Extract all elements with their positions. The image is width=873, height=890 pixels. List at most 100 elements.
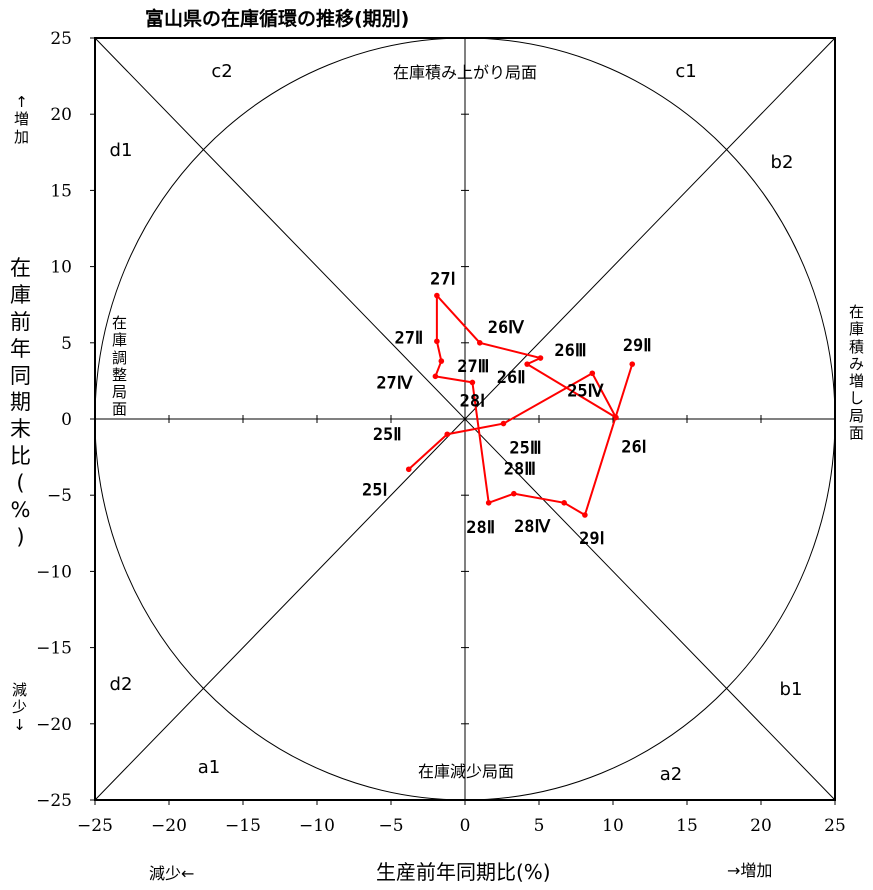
data-point-label: 27Ⅳ bbox=[376, 373, 413, 393]
y-increase-note: ↑ 増加 bbox=[14, 93, 30, 146]
phase-label-top: 在庫積み上がり局面 bbox=[393, 63, 537, 82]
vertical-char: 期 bbox=[10, 390, 31, 415]
series-line bbox=[408, 292, 634, 517]
data-point-label: 28Ⅱ bbox=[466, 518, 495, 538]
data-point bbox=[477, 340, 483, 346]
quadrant-label-b1: b1 bbox=[780, 679, 803, 700]
quadrant-label-b2: b2 bbox=[771, 152, 794, 173]
vertical-char: 前 bbox=[10, 309, 31, 334]
y-tick-label: −10 bbox=[36, 562, 72, 582]
y-tick-label: 0 bbox=[61, 410, 72, 430]
quadrant-label-c2: c2 bbox=[211, 61, 232, 82]
quadrant-label-d1: d1 bbox=[110, 140, 133, 161]
data-point bbox=[629, 361, 636, 367]
y-decrease-note: 減少 ↓ bbox=[12, 681, 28, 734]
x-tick-label: −5 bbox=[378, 816, 403, 836]
quadrant-label-a2: a2 bbox=[660, 764, 682, 785]
vertical-char: 減 bbox=[12, 681, 28, 699]
vertical-char: % bbox=[10, 497, 31, 522]
vertical-char: 在 bbox=[112, 314, 128, 332]
data-point bbox=[589, 370, 596, 377]
phase-label-right: 在庫積み増し局面 bbox=[849, 303, 865, 442]
vertical-char: 末 bbox=[10, 417, 31, 442]
vertical-char: 調 bbox=[112, 348, 128, 367]
vertical-char: 積 bbox=[849, 337, 865, 356]
data-point-label: 26Ⅱ bbox=[497, 368, 526, 388]
data-point bbox=[438, 358, 445, 364]
y-tick-label: −5 bbox=[47, 486, 72, 506]
x-decrease-note: 減少← bbox=[149, 864, 195, 883]
data-point bbox=[434, 338, 440, 345]
vertical-char: 庫 bbox=[849, 320, 865, 339]
vertical-char: 在 bbox=[10, 256, 31, 280]
vertical-char: 面 bbox=[112, 400, 128, 419]
data-point-label: 26Ⅰ bbox=[621, 437, 646, 457]
y-tick-label: −15 bbox=[36, 639, 72, 659]
vertical-char: 局 bbox=[112, 383, 128, 401]
vertical-char: 局 bbox=[849, 406, 865, 425]
y-tick-label: 25 bbox=[50, 29, 72, 49]
x-tick-label: −20 bbox=[151, 816, 187, 836]
vertical-char: 加 bbox=[14, 127, 30, 146]
vertical-char: 増 bbox=[14, 110, 30, 129]
vertical-char: 面 bbox=[849, 423, 865, 442]
quadrant-label-d2: d2 bbox=[110, 674, 133, 695]
data-point-label: 28Ⅳ bbox=[514, 517, 551, 537]
y-tick-label: 20 bbox=[50, 105, 72, 125]
quadrant-label-a1: a1 bbox=[198, 757, 220, 778]
x-tick-label: 25 bbox=[824, 816, 846, 836]
vertical-char: 整 bbox=[112, 365, 128, 384]
vertical-char: 庫 bbox=[10, 282, 31, 307]
data-point bbox=[444, 431, 451, 438]
vertical-char: 年 bbox=[10, 336, 31, 361]
phase-label-left: 在庫調整局面 bbox=[112, 314, 128, 419]
vertical-char: 同 bbox=[10, 363, 31, 388]
vertical-char: ↓ bbox=[13, 715, 26, 734]
data-point-label: 26Ⅳ bbox=[488, 318, 525, 338]
data-point bbox=[537, 355, 544, 361]
vertical-char: み bbox=[849, 354, 865, 373]
data-point bbox=[613, 414, 619, 421]
x-tick-label: −10 bbox=[299, 816, 335, 836]
x-tick-label: 20 bbox=[750, 816, 772, 836]
vertical-char: 比 bbox=[10, 444, 31, 469]
data-point-label: 27Ⅲ bbox=[457, 357, 489, 377]
vertical-char: 増 bbox=[849, 372, 865, 390]
phase-label-bottom: 在庫減少局面 bbox=[418, 762, 514, 781]
data-point-label: 27Ⅱ bbox=[394, 328, 423, 348]
data-point-label: 28Ⅰ bbox=[460, 391, 485, 411]
x-tick-label: 0 bbox=[460, 816, 471, 836]
data-point-label: 28Ⅲ bbox=[504, 460, 536, 480]
quadrant-label-c1: c1 bbox=[675, 61, 696, 82]
data-point-label: 25Ⅰ bbox=[362, 480, 387, 500]
vertical-char: し bbox=[849, 389, 865, 408]
data-point bbox=[561, 500, 567, 506]
vertical-char: 在 bbox=[849, 303, 865, 321]
data-point-label: 25Ⅲ bbox=[509, 439, 541, 459]
vertical-char: ↑ bbox=[15, 93, 28, 111]
vertical-char: ( bbox=[16, 471, 25, 495]
y-tick-label: 15 bbox=[50, 181, 72, 201]
data-point bbox=[582, 512, 588, 518]
y-tick-label: 10 bbox=[50, 258, 72, 278]
data-point-label: 27Ⅰ bbox=[430, 270, 455, 290]
x-increase-note: →増加 bbox=[727, 861, 773, 880]
y-tick-label: −20 bbox=[36, 715, 72, 735]
y-tick-label: −25 bbox=[36, 791, 72, 811]
y-tick-label: 5 bbox=[61, 334, 72, 354]
data-point-label: 26Ⅲ bbox=[554, 341, 586, 361]
vertical-char: ) bbox=[16, 524, 25, 549]
data-point bbox=[524, 361, 530, 367]
vertical-char: 庫 bbox=[112, 331, 128, 350]
x-tick-label: −25 bbox=[77, 816, 113, 836]
data-point bbox=[432, 373, 439, 380]
data-point bbox=[434, 292, 440, 299]
data-point-label: 29Ⅱ bbox=[623, 336, 652, 356]
x-tick-label: 15 bbox=[676, 816, 698, 836]
x-tick-label: 5 bbox=[534, 816, 545, 836]
x-tick-label: −15 bbox=[225, 816, 261, 836]
data-point-label: 25Ⅱ bbox=[373, 425, 402, 445]
data-point bbox=[511, 490, 517, 497]
data-point bbox=[485, 500, 492, 506]
